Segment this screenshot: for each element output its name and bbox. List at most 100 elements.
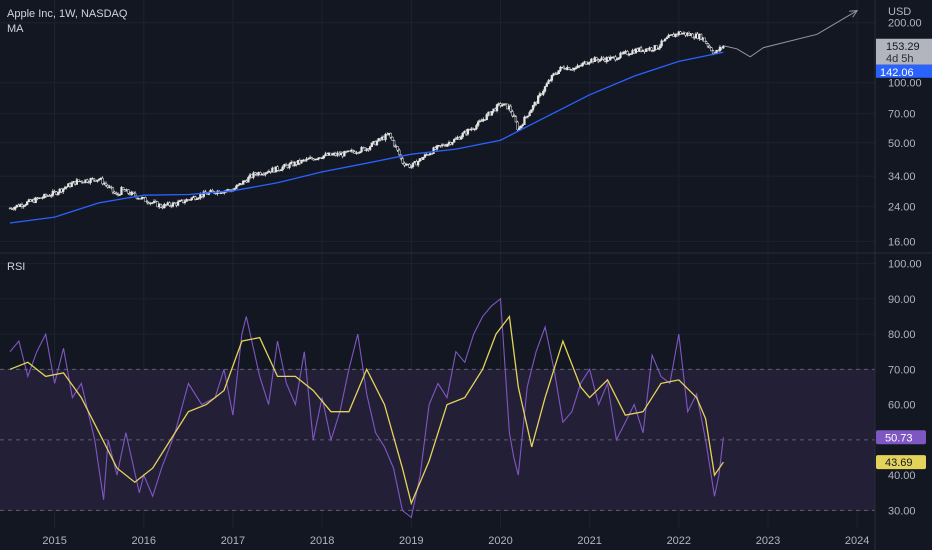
rsi-axis[interactable]: 100.0090.0080.0070.0060.0050.0040.0030.0… <box>888 259 922 518</box>
candle-body <box>511 111 514 117</box>
candle-body <box>442 144 446 146</box>
price-candle <box>528 110 531 117</box>
price-candle <box>300 159 303 164</box>
candle-body <box>542 90 545 95</box>
price-candle <box>63 185 67 190</box>
candle-body <box>276 166 279 171</box>
time-tick-label: 2021 <box>577 535 601 547</box>
candle-body <box>454 138 458 140</box>
candle-body <box>41 197 44 199</box>
candle-body <box>619 52 622 58</box>
candle-body <box>22 205 25 207</box>
candle-body <box>525 116 528 118</box>
candle-body <box>514 116 518 123</box>
candle-body <box>526 115 530 117</box>
price-candle <box>98 178 101 182</box>
price-candle <box>485 113 488 121</box>
candle-body <box>322 155 325 159</box>
candle-body <box>178 200 181 202</box>
price-candle <box>331 152 334 156</box>
price-candle <box>195 197 199 200</box>
rsi-tick-label: 30.00 <box>888 505 916 517</box>
candle-body <box>401 158 404 164</box>
price-candle <box>351 149 355 154</box>
rsi-plot[interactable] <box>9 297 724 519</box>
price-candle <box>547 79 550 85</box>
price-candle <box>115 191 118 196</box>
candle-body <box>34 197 37 203</box>
candle-body <box>118 194 121 196</box>
price-candle <box>77 179 80 182</box>
ma-indicator-label[interactable]: MA <box>7 23 24 35</box>
candle-body <box>518 127 521 131</box>
candle-body <box>104 183 108 186</box>
price-candle <box>75 177 79 185</box>
candle-body <box>615 58 619 61</box>
price-candle <box>254 171 257 176</box>
price-candle <box>545 82 548 87</box>
candle-body <box>718 46 722 51</box>
price-candle <box>657 47 660 50</box>
candle-body <box>368 146 372 150</box>
price-candle <box>442 143 446 147</box>
candle-body <box>281 166 284 171</box>
price-candle <box>663 38 667 42</box>
candle-body <box>626 51 629 55</box>
price-tick-label: 70.00 <box>888 109 916 121</box>
candle-body <box>408 163 411 168</box>
price-candle <box>557 70 560 75</box>
price-candle <box>247 175 250 183</box>
candle-body <box>602 57 605 60</box>
price-candle <box>65 186 68 190</box>
rsi-tick-label: 90.00 <box>888 294 916 306</box>
price-candle <box>343 150 346 157</box>
candle-body <box>473 128 476 130</box>
price-candle <box>451 141 454 146</box>
candle-body <box>235 185 238 189</box>
time-axis[interactable]: 2015 2016 2017 2018 2019 2020 2021 2022 2023 2024 <box>42 535 869 547</box>
price-candle <box>430 153 434 155</box>
price-candle <box>315 158 319 161</box>
candle-body <box>423 154 427 158</box>
projection-path[interactable] <box>723 10 858 58</box>
candle-body <box>513 115 516 117</box>
price-candle <box>130 190 133 196</box>
price-candle <box>567 66 571 70</box>
price-candle <box>423 153 427 158</box>
price-candle <box>519 125 523 129</box>
price-candle <box>202 190 205 199</box>
candle-body <box>398 149 401 156</box>
candle-body <box>75 179 79 185</box>
price-candle <box>266 170 269 175</box>
candle-body <box>509 105 512 112</box>
candle-body <box>56 192 60 195</box>
price-candle <box>401 156 404 165</box>
price-candle <box>127 189 130 195</box>
candle-body <box>320 157 324 160</box>
candle-body <box>530 109 533 113</box>
price-candle <box>288 162 291 170</box>
price-candle <box>236 184 240 187</box>
price-plot[interactable] <box>8 10 859 224</box>
price-candle <box>242 180 245 185</box>
price-candle <box>62 188 65 195</box>
candle-body <box>416 161 420 166</box>
price-tick-label: 200.00 <box>888 18 922 30</box>
projection-arrowhead <box>849 10 859 18</box>
price-candle <box>111 187 115 195</box>
price-candle <box>454 136 458 140</box>
rsi-indicator-label[interactable]: RSI <box>7 261 25 273</box>
candle-body <box>477 121 480 126</box>
price-candle <box>44 193 48 198</box>
price-candle <box>619 51 622 59</box>
candle-body <box>660 40 663 47</box>
price-axis[interactable]: 200.00 100.00 70.00 50.00 34.00 24.00 16.00 <box>888 18 922 249</box>
price-candle <box>614 55 617 62</box>
candle-body <box>574 67 578 69</box>
candle-body <box>547 80 550 85</box>
price-candle <box>171 201 175 208</box>
price-candle <box>358 151 361 154</box>
candle-body <box>262 174 265 176</box>
rsi-ma-value: 43.69 <box>885 457 913 469</box>
price-candle <box>703 37 706 43</box>
